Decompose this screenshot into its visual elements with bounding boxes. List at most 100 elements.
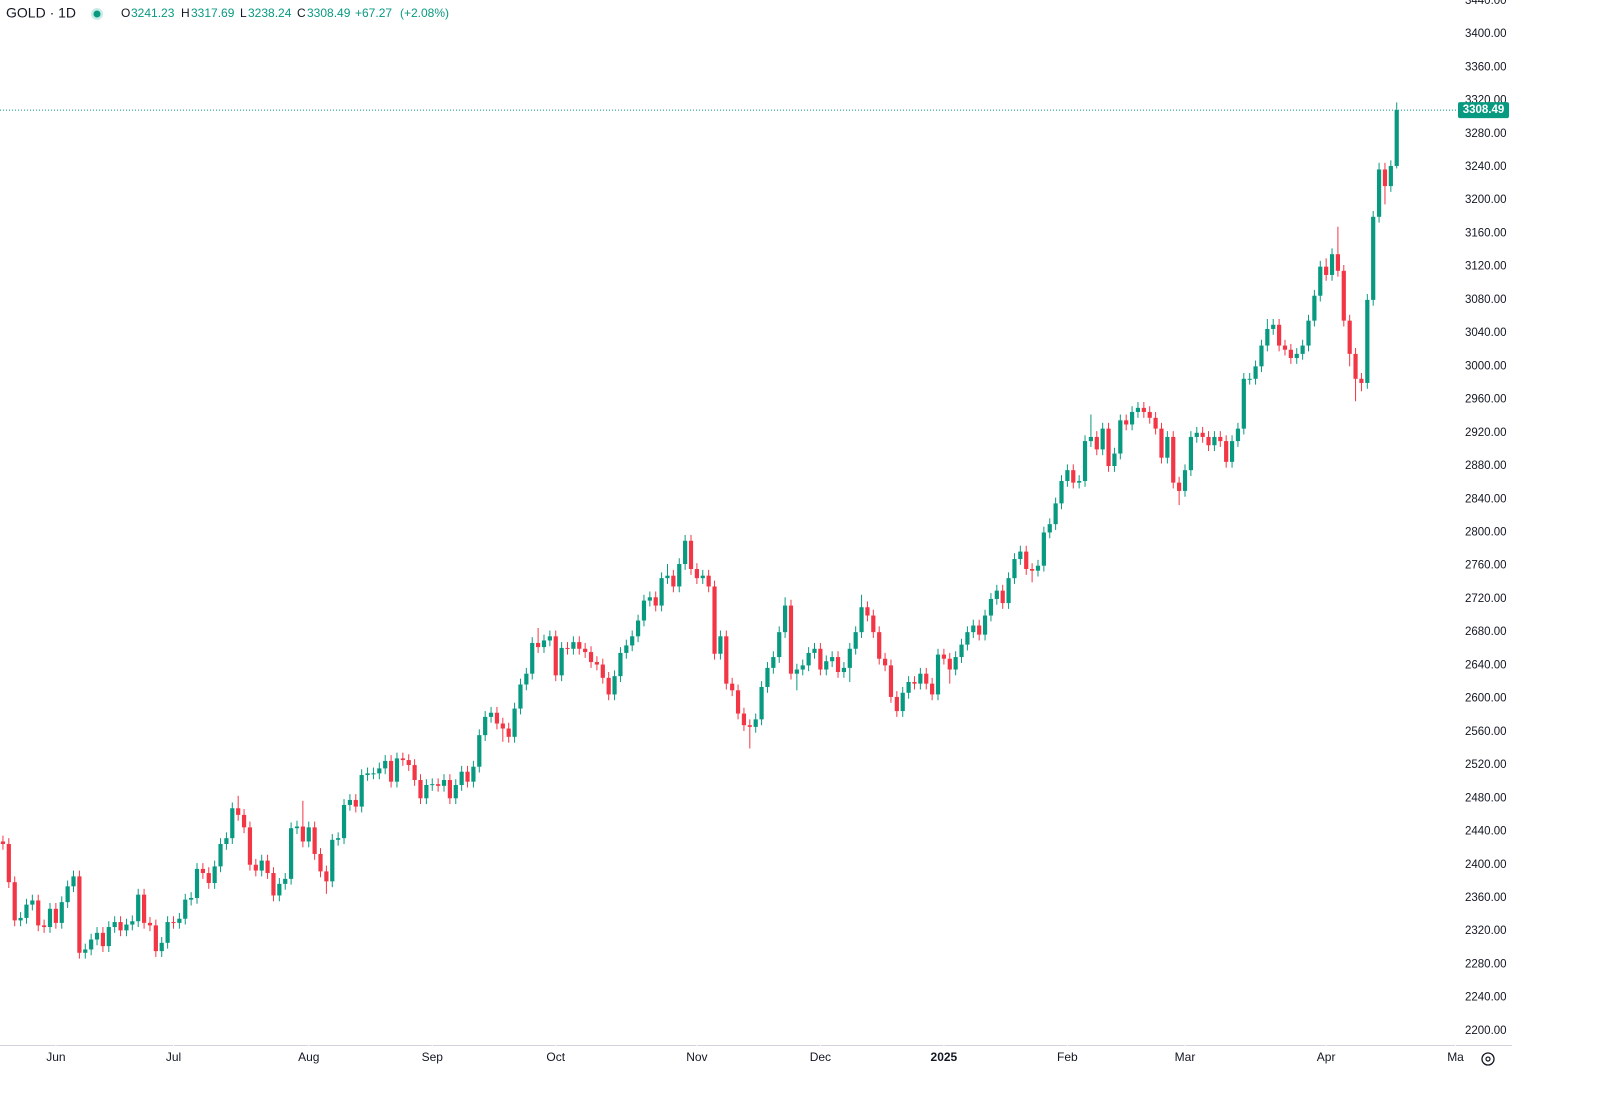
candle-body	[606, 677, 611, 695]
settings-button[interactable]	[1481, 1052, 1495, 1066]
y-tick-label: 2640.00	[1465, 659, 1507, 671]
candle-body	[1371, 216, 1376, 300]
candle-body	[818, 648, 823, 670]
y-tick-label: 2400.00	[1465, 859, 1507, 871]
candle-body	[653, 597, 658, 606]
candle-body	[1329, 254, 1335, 275]
candle-body	[1341, 270, 1346, 321]
candle-body	[336, 838, 341, 840]
candle-body	[712, 586, 717, 654]
candle-body	[306, 827, 311, 842]
candle-body	[1124, 420, 1129, 425]
candle-body	[1153, 417, 1158, 429]
candle-body	[1271, 324, 1276, 329]
candle-body	[483, 716, 488, 736]
candle-body	[512, 708, 517, 737]
candle-body	[930, 683, 935, 695]
y-tick-label: 3120.00	[1465, 261, 1507, 273]
candle-body	[1212, 436, 1217, 446]
x-tick-label: Jul	[166, 1050, 181, 1064]
candle-body	[659, 578, 664, 606]
candle-body	[294, 826, 300, 829]
candle-body	[759, 686, 764, 720]
candle-body	[865, 607, 870, 616]
candle-body	[630, 636, 635, 646]
candle-body	[571, 642, 576, 649]
candle-body	[506, 728, 511, 737]
candle-body	[1277, 324, 1282, 346]
candle-body	[206, 873, 211, 884]
x-tick-label: Dec	[810, 1050, 831, 1064]
y-tick-label: 3280.00	[1465, 128, 1507, 140]
candle-body	[1088, 436, 1094, 442]
candle-body	[1071, 470, 1076, 483]
candle-body	[783, 605, 788, 633]
candle-body	[977, 625, 982, 635]
candle-body	[547, 636, 552, 641]
x-tick-label: Ma	[1447, 1050, 1464, 1064]
candle-body	[853, 632, 858, 649]
candle-body	[77, 876, 82, 953]
change-value: +67.27	[355, 6, 392, 20]
candle-body	[283, 878, 288, 884]
candle-body	[106, 927, 111, 947]
y-tick-label: 3040.00	[1465, 327, 1507, 339]
candle-body	[588, 652, 594, 663]
candle-body	[1259, 345, 1264, 367]
candle-body	[224, 838, 229, 844]
y-tick-label: 3160.00	[1465, 227, 1507, 239]
candle-body	[971, 625, 976, 633]
low-value: 3238.24	[248, 6, 292, 20]
candle-body	[0, 841, 6, 844]
candle-body	[1347, 320, 1352, 354]
candle-body	[165, 922, 170, 943]
candle-body	[189, 897, 194, 900]
candle-body	[800, 665, 805, 670]
candle-body	[418, 780, 423, 799]
open-value: 3241.23	[131, 6, 175, 20]
candle-body	[730, 683, 735, 691]
high-value: 3317.69	[191, 6, 235, 20]
open-label: O	[121, 6, 130, 20]
candle-body	[412, 765, 417, 781]
candle-body	[353, 799, 358, 807]
candles	[0, 102, 1399, 959]
y-tick-label: 2520.00	[1465, 759, 1507, 771]
x-tick-label: Nov	[686, 1050, 707, 1064]
candle-body	[1030, 569, 1035, 571]
candle-body	[136, 894, 141, 922]
close-value: 3308.49	[307, 6, 351, 20]
candle-body	[747, 725, 752, 727]
candle-body	[277, 883, 282, 896]
candle-body	[982, 615, 988, 635]
low-label: L	[240, 6, 247, 20]
candle-body	[259, 860, 264, 871]
candle-body	[812, 648, 817, 653]
candle-body	[500, 723, 505, 729]
candle-body	[700, 575, 705, 579]
close-label: C	[297, 6, 306, 20]
candle-body	[882, 658, 888, 666]
candle-body	[218, 843, 223, 867]
candle-body	[524, 673, 529, 685]
y-tick-label: 2480.00	[1465, 792, 1507, 804]
candle-body	[65, 886, 70, 903]
candle-body	[447, 780, 452, 799]
candle-body	[565, 647, 570, 649]
x-tick-label: Sep	[422, 1050, 444, 1064]
candle-body	[318, 853, 323, 872]
candle-body	[1118, 420, 1123, 454]
candle-body	[171, 922, 176, 924]
y-tick-label: 3400.00	[1465, 28, 1507, 40]
candle-body	[753, 719, 758, 727]
candle-body	[1165, 436, 1170, 458]
candle-body	[1188, 436, 1193, 471]
candle-body	[1177, 482, 1182, 491]
candle-body	[130, 921, 135, 925]
candle-body	[1224, 441, 1229, 462]
candle-body	[771, 657, 776, 668]
candle-body	[24, 904, 29, 918]
candle-body	[289, 828, 294, 879]
candle-body	[459, 771, 464, 785]
candle-body	[894, 696, 899, 712]
